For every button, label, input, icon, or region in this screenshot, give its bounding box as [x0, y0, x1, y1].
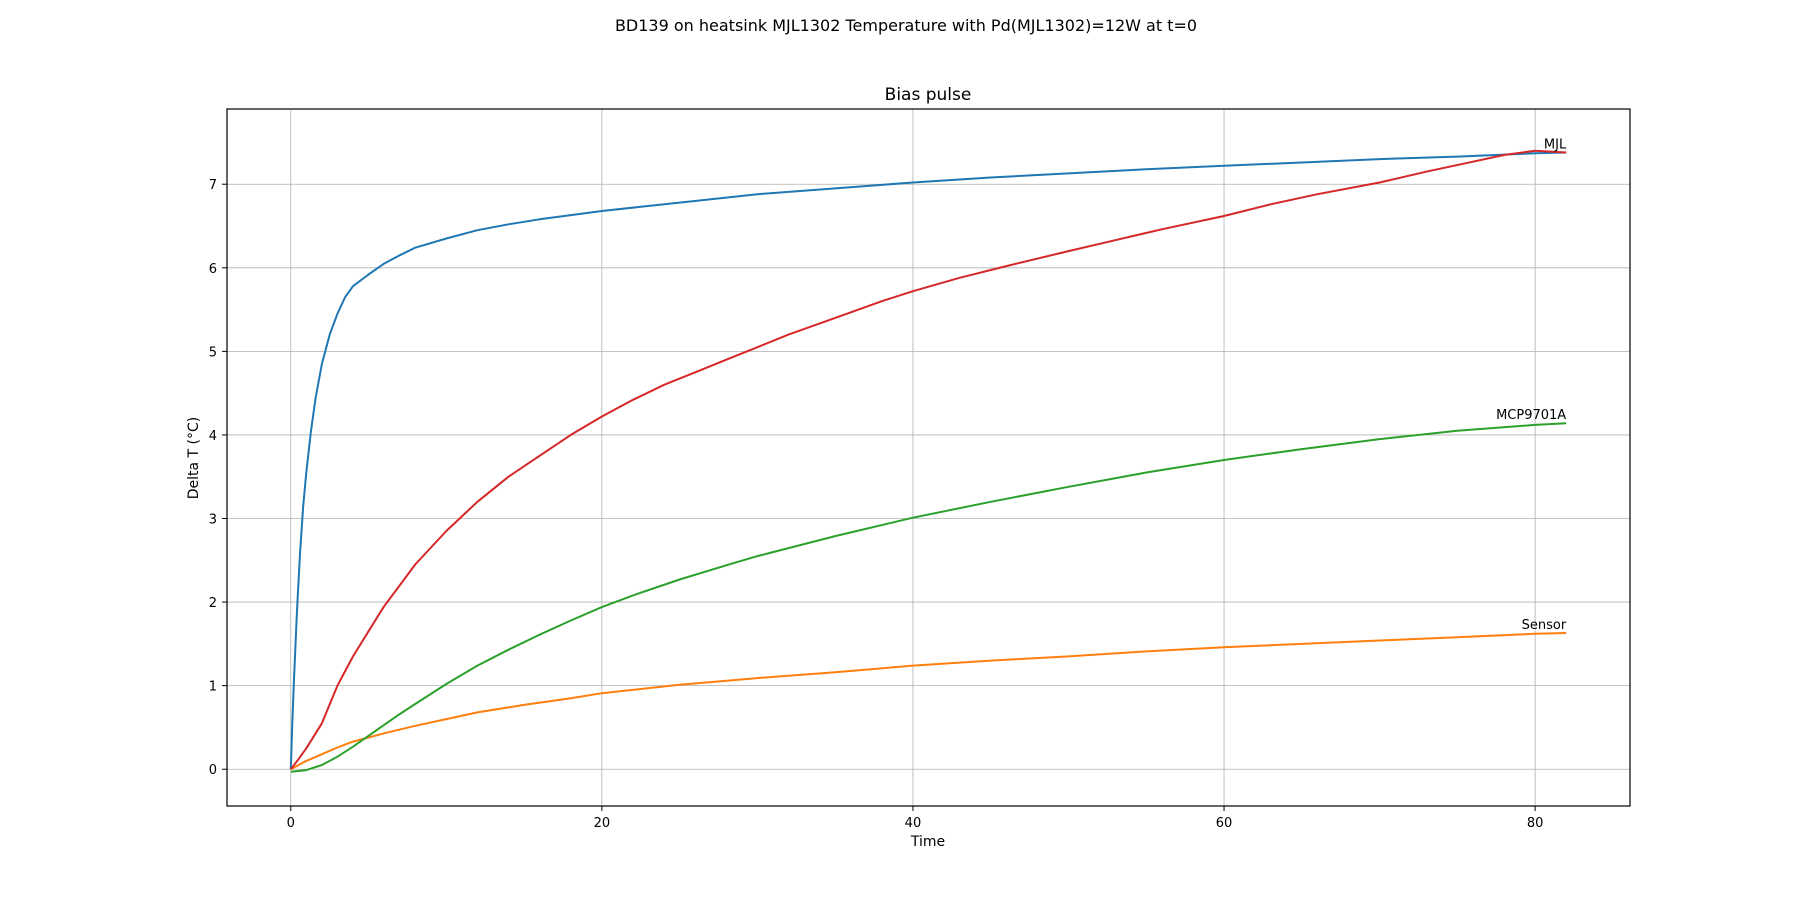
x-tick-label: 20 [594, 816, 611, 831]
x-tick-label: 40 [905, 816, 922, 831]
x-tick-label: 60 [1216, 816, 1233, 831]
series-label-mjl: MJL [1544, 137, 1567, 152]
y-tick-label: 7 [209, 178, 217, 193]
plot-frame [226, 108, 1631, 807]
x-axis-ticks: 0 20 40 60 80 [287, 806, 1544, 831]
series-lines [289, 149, 1567, 773]
y-tick-label: 5 [209, 345, 217, 360]
series-line-sensor [290, 632, 1567, 771]
y-axis-label: Delta T (°C) [186, 417, 202, 500]
series-labels: MJL Sensor MCP9701A [1496, 137, 1567, 633]
x-tick-label: 0 [287, 816, 295, 831]
series-line-unlabeled-3 [290, 149, 1567, 770]
y-tick-label: 1 [209, 680, 217, 695]
series-label-sensor: Sensor [1522, 618, 1567, 633]
series-line-mcp9701a [290, 422, 1567, 773]
y-tick-label: 0 [209, 763, 217, 778]
y-tick-label: 6 [209, 262, 217, 277]
x-tick-label: 80 [1527, 816, 1544, 831]
series-line-mjl [289, 151, 1567, 770]
series-label-mcp9701a: MCP9701A [1496, 408, 1566, 423]
y-tick-label: 3 [209, 513, 217, 528]
chart-title: Bias pulse [885, 85, 972, 105]
y-axis-ticks: 0 1 2 3 4 5 6 7 [209, 178, 227, 778]
x-axis-label: Time [910, 834, 945, 850]
grid [227, 109, 1630, 806]
y-tick-label: 2 [209, 596, 217, 611]
figure-title: BD139 on heatsink MJL1302 Temperature wi… [615, 16, 1197, 35]
y-tick-label: 4 [209, 429, 217, 444]
